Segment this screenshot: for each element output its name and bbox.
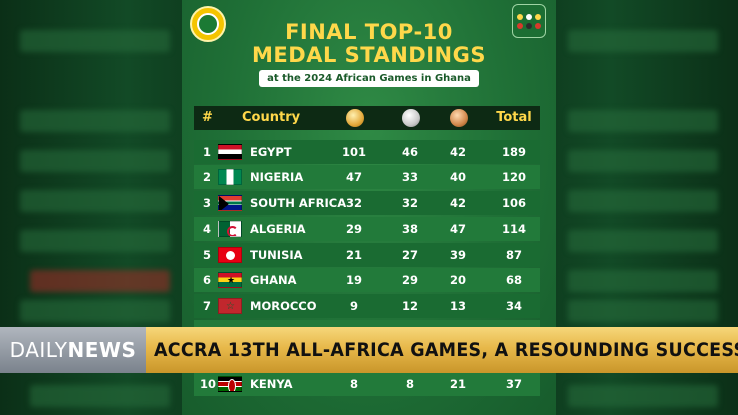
brand-part-daily: DAILY [9,338,68,362]
row-rank: 3 [202,196,211,210]
row-bronze: 20 [449,273,466,287]
row-gold: 19 [345,273,362,287]
african-games-logo-icon [190,6,226,42]
row-total: 120 [501,170,526,184]
ticker-headline: ACCRA 13TH ALL-AFRICA GAMES, A RESOUNDIN… [154,339,738,361]
row-country: EGYPT [250,145,292,159]
row-rank: 6 [202,273,211,287]
morocco-flag-icon [218,298,242,314]
row-gold: 101 [341,145,366,159]
kenya-flag-icon [218,376,242,392]
row-silver: 46 [401,145,418,159]
table-row: 3 SOUTH AFRICA 32 32 42 106 [194,191,540,215]
bronze-medal-icon [450,109,468,127]
row-total: 34 [505,299,522,313]
brand-part-news: NEWS [67,338,137,362]
row-total: 68 [505,273,522,287]
row-gold: 8 [349,377,358,391]
row-rank: 10 [200,377,217,391]
row-country: GHANA [250,273,297,287]
table-row: 10 KENYA 8 8 21 37 [194,372,540,396]
row-country: MOROCCO [250,299,317,313]
row-country: NIGERIA [250,170,304,184]
row-rank: 1 [202,145,211,159]
row-country: ALGERIA [250,222,306,236]
ministry-crest-icon [512,4,546,38]
row-rank: 4 [202,222,211,236]
row-bronze: 40 [449,170,466,184]
row-silver: 33 [401,170,418,184]
row-gold: 32 [345,196,362,210]
row-silver: 8 [405,377,414,391]
row-bronze: 42 [449,145,466,159]
row-silver: 27 [401,248,418,262]
table-row: 5 TUNISIA 21 27 39 87 [194,243,540,267]
row-country: SOUTH AFRICA [250,196,347,210]
table-row: 1 EGYPT 101 46 42 189 [194,140,540,164]
poster-title-line2: MEDAL STANDINGS [252,43,486,67]
row-bronze: 13 [449,299,466,313]
row-rank: 2 [202,170,211,184]
row-bronze: 39 [449,248,466,262]
silver-medal-icon [402,109,420,127]
row-country: TUNISIA [250,248,303,262]
table-header: # Country Total [194,106,540,130]
news-lower-third: DAILYNEWS ACCRA 13TH ALL-AFRICA GAMES, A… [0,327,738,373]
row-gold: 21 [345,248,362,262]
ghana-flag-icon [218,272,242,288]
row-gold: 47 [345,170,362,184]
table-row: 2 NIGERIA 47 33 40 120 [194,165,540,189]
row-country: KENYA [250,377,293,391]
row-silver: 32 [401,196,418,210]
row-bronze: 42 [449,196,466,210]
nigeria-flag-icon [218,169,242,185]
row-total: 37 [505,377,522,391]
algeria-flag-icon [218,221,242,237]
table-row: 4 ALGERIA 29 38 47 114 [194,217,540,241]
row-total: 189 [501,145,526,159]
tunisia-flag-icon [218,247,242,263]
poster-subtitle: at the 2024 African Games in Ghana [259,70,479,87]
row-total: 106 [501,196,526,210]
row-silver: 12 [401,299,418,313]
row-silver: 38 [401,222,418,236]
row-gold: 29 [345,222,362,236]
row-silver: 29 [401,273,418,287]
row-rank: 7 [202,299,211,313]
row-bronze: 47 [449,222,466,236]
header-total: Total [496,110,532,125]
table-row: 6 GHANA 19 29 20 68 [194,268,540,292]
south-africa-flag-icon [218,195,242,211]
poster-title-line1: FINAL TOP-10 [285,20,453,44]
row-rank: 5 [202,248,211,262]
row-bronze: 21 [449,377,466,391]
gold-medal-icon [346,109,364,127]
table-row: 7 MOROCCO 9 12 13 34 [194,294,540,318]
egypt-flag-icon [218,144,242,160]
header-country: Country [242,110,301,125]
daily-news-brand: DAILYNEWS [0,327,146,373]
brand-label: DAILYNEWS [10,338,137,362]
header-rank: # [202,110,213,125]
row-gold: 9 [349,299,358,313]
row-total: 87 [505,248,522,262]
row-total: 114 [501,222,526,236]
